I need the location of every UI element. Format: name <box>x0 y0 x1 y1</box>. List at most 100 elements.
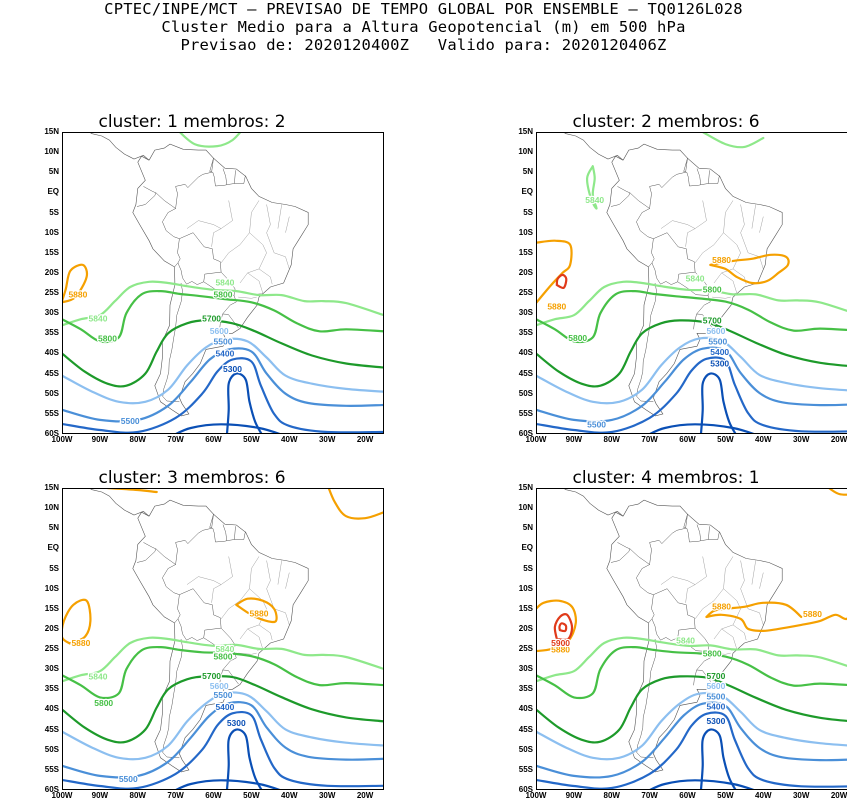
contour-5300 <box>699 372 737 434</box>
state-border <box>266 232 290 269</box>
map-frame: 5880 5840 5840 5800 5800 5700 5600 5500 5500 5400… <box>62 132 384 434</box>
contour-5800 <box>62 645 384 700</box>
state-border <box>759 572 764 589</box>
country-border <box>234 526 236 540</box>
contour-5840 <box>536 636 847 683</box>
country-border <box>708 170 710 184</box>
contour-5500 <box>62 701 384 779</box>
state-border <box>740 588 764 625</box>
contour-label-l5600: 5600 <box>706 326 725 336</box>
contour-label-l5400: 5400 <box>215 702 234 712</box>
state-border <box>211 584 222 603</box>
lat-tick-label: 45S <box>44 724 59 734</box>
lat-tick-label: 25S <box>44 644 59 654</box>
contour-5880-west <box>536 599 578 653</box>
country-border <box>222 168 228 185</box>
lat-tick-label: 55S <box>44 408 59 418</box>
lon-tick-label: 80W <box>129 435 146 444</box>
lon-tick-label: 100W <box>51 435 73 444</box>
coastline-central-america <box>89 132 150 161</box>
contour-label-l5840a: 5840 <box>585 195 604 205</box>
contour-5300-south <box>173 423 283 434</box>
lon-tick-label: 100W <box>525 791 547 800</box>
lon-tick-label: 70W <box>167 791 184 800</box>
lon-tick-label: 50W <box>243 435 260 444</box>
lat-tick-label: 5N <box>48 167 59 177</box>
lon-tick-label: 30W <box>318 791 336 800</box>
state-border <box>723 200 734 233</box>
state-border <box>247 272 264 295</box>
contour-label-l5800: 5800 <box>703 649 722 659</box>
contour-label-l5700: 5700 <box>202 671 221 681</box>
lat-tick-label: 45S <box>518 368 533 378</box>
contour-label-l5840a: 5840 <box>89 313 108 323</box>
lat-tick-label: 30S <box>44 664 59 674</box>
lat-tick-label: 5N <box>522 167 533 177</box>
contour-label-l5300: 5300 <box>706 716 725 726</box>
contour-5880-west <box>62 598 92 645</box>
lat-tick-label: 35S <box>44 328 59 338</box>
contour-5400 <box>62 710 384 790</box>
lat-tick-label: 45S <box>518 724 533 734</box>
lat-tick-label: 15N <box>44 483 59 492</box>
country-border <box>683 514 720 543</box>
panel-title: cluster: 2 membros: 6 <box>572 112 760 132</box>
panel-title: cluster: 1 membros: 2 <box>98 112 286 132</box>
contour-5500 <box>536 346 847 423</box>
map-frame: 5880 5880 5840 5840 5800 5800 5700 5600 5500 5500… <box>62 488 384 790</box>
country-border <box>136 192 157 207</box>
contour-5400 <box>62 357 384 434</box>
map-panel-cluster-1: cluster: 1 membros: 2 5880 5840 5840 5800 58… <box>12 112 384 444</box>
state-border <box>685 228 696 247</box>
lat-tick-label: 25S <box>44 288 59 298</box>
state-border <box>266 560 271 589</box>
contour-5500 <box>536 701 847 779</box>
lat-tick-label: 15S <box>518 247 533 257</box>
state-border <box>258 624 273 641</box>
contour-label-l5300: 5300 <box>710 359 729 369</box>
contour-5700 <box>62 319 384 388</box>
lat-tick-label: 35S <box>518 684 533 694</box>
header-line-1: CPTEC/INPE/MCT – PREVISAO DE TEMPO GLOBA… <box>104 0 743 18</box>
contour-5400 <box>536 356 847 434</box>
map-frame: 5880 5900 5880 5880 5840 5800 5700 5600 5500 5400… <box>536 488 847 790</box>
lat-tick-label: 60S <box>44 785 59 794</box>
contour-label-l5300: 5300 <box>223 364 242 374</box>
contour-5880-brazil <box>235 597 278 624</box>
contour-5500 <box>62 347 384 423</box>
country-border <box>610 192 631 207</box>
state-border <box>220 232 250 264</box>
country-border <box>696 168 702 185</box>
panel-title: cluster: 4 membros: 1 <box>572 468 760 488</box>
contour-label-l5880a: 5880 <box>68 289 87 299</box>
lat-tick-label: 40S <box>44 704 59 714</box>
lat-tick-label: 35S <box>518 328 533 338</box>
contour-label-l5880b: 5880 <box>250 608 269 618</box>
state-border <box>220 200 233 229</box>
lat-tick-label: 30S <box>44 308 59 318</box>
country-border <box>636 208 655 268</box>
lon-tick-label: 30W <box>792 435 810 444</box>
state-border <box>266 588 290 625</box>
contour-label-l5800b: 5800 <box>94 698 113 708</box>
country-border <box>219 669 223 686</box>
contour-5800 <box>536 289 847 344</box>
contour-label-l5900: 5900 <box>551 638 570 648</box>
country-border <box>636 282 657 403</box>
lat-tick-label: 50S <box>44 388 59 398</box>
lon-tick-label: 40W <box>755 435 772 444</box>
state-border <box>759 216 764 233</box>
lat-tick-label: 55S <box>518 764 533 774</box>
map-svg: 5880584058405800580057005600550055005400… <box>62 132 384 434</box>
contour-label-l5400: 5400 <box>710 347 729 357</box>
lon-tick-label: 100W <box>51 791 73 800</box>
country-border <box>177 588 222 641</box>
lat-tick-label: 50S <box>518 388 533 398</box>
lat-tick-label: 60S <box>518 429 533 438</box>
contour-label-l5880c: 5880 <box>803 609 822 619</box>
country-border <box>651 232 696 285</box>
contour-label-l5800b: 5800 <box>568 333 587 343</box>
map-svg: 5880590058805880584058005700560055005400… <box>536 488 847 790</box>
state-border <box>239 588 267 640</box>
country-border <box>143 514 214 565</box>
